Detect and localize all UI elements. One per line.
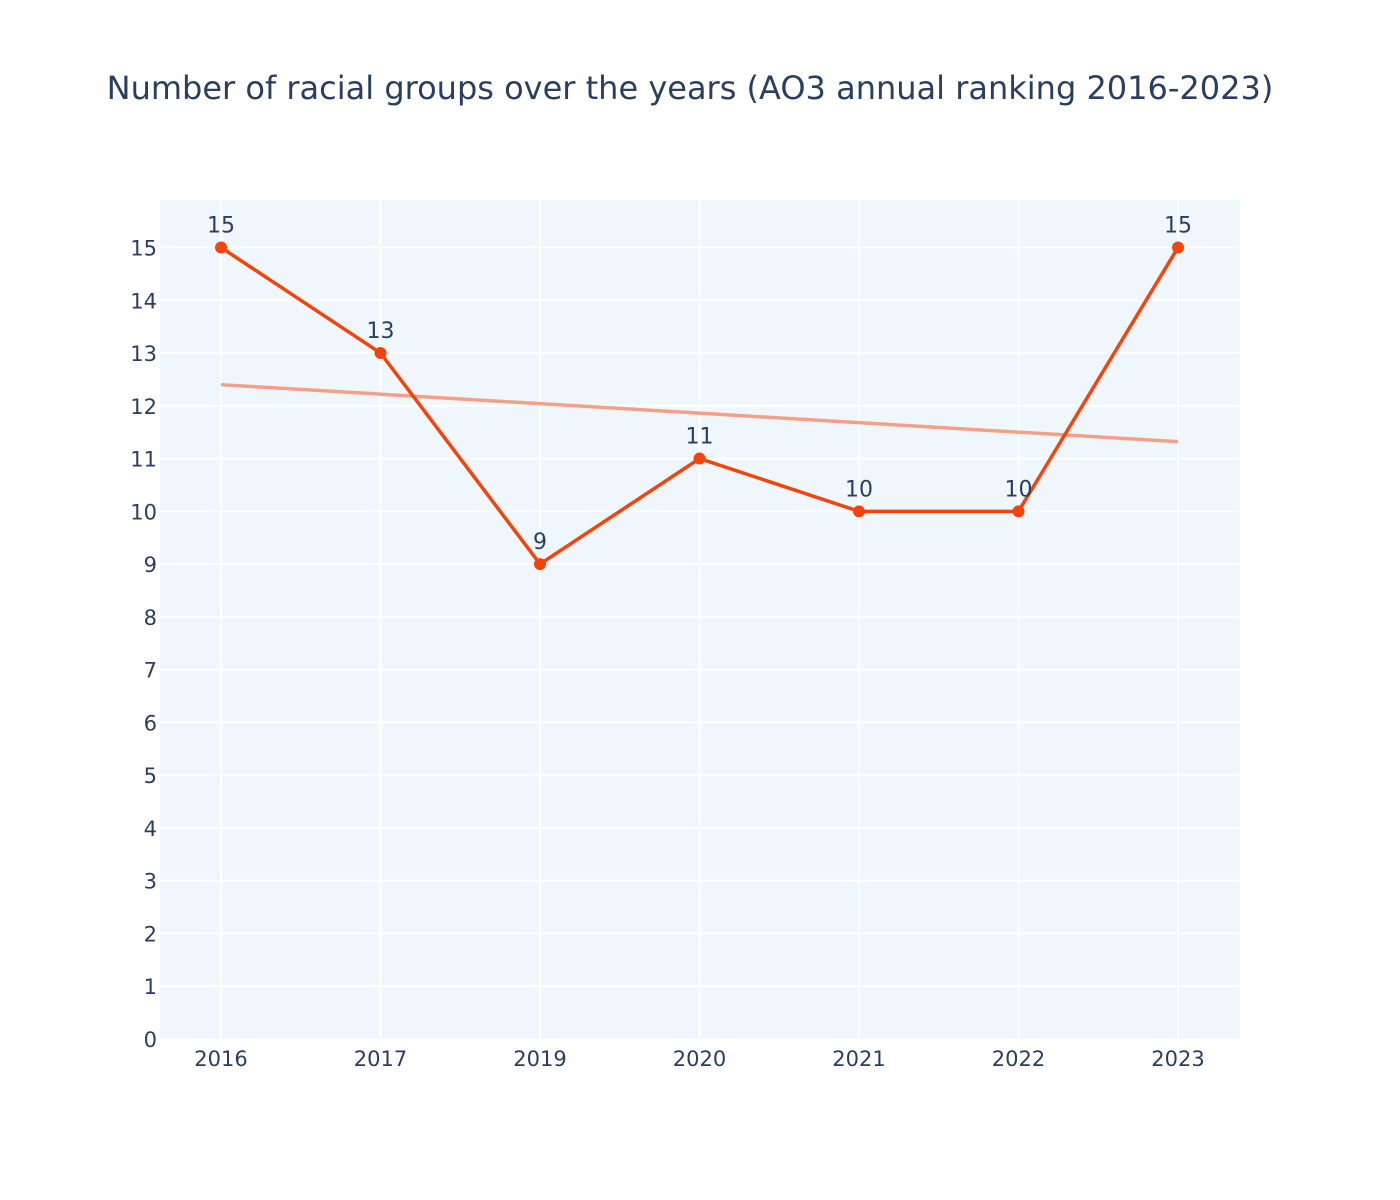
trendline <box>220 382 1179 444</box>
x-tick-label: 2021 <box>832 1047 885 1071</box>
y-tick-label: 5 <box>144 764 157 788</box>
data-label: 10 <box>1005 477 1033 502</box>
x-tick-label: 2023 <box>1151 1047 1204 1071</box>
y-tick-label: 3 <box>144 870 157 894</box>
data-labels: 15 13 9 11 10 10 15 <box>207 213 1192 555</box>
y-tick-label: 13 <box>130 342 157 366</box>
x-tick-label: 2020 <box>673 1047 726 1071</box>
data-label: 15 <box>207 213 235 238</box>
x-axis-ticks: 2016 2017 2019 2020 2021 2022 2023 <box>194 1047 1204 1071</box>
y-tick-label: 6 <box>144 711 157 735</box>
data-point <box>693 452 706 465</box>
y-tick-label: 1 <box>144 975 157 999</box>
x-tick-label: 2017 <box>354 1047 407 1071</box>
y-tick-label: 7 <box>144 659 157 683</box>
data-point <box>1172 241 1184 254</box>
trendline-layer <box>220 382 1179 444</box>
chart-title: Number of racial groups over the years (… <box>106 69 1274 107</box>
data-point <box>374 347 387 360</box>
data-label: 13 <box>367 319 395 344</box>
x-tick-label: 2016 <box>194 1047 247 1071</box>
data-label: 11 <box>686 425 714 450</box>
y-tick-label: 10 <box>130 500 157 524</box>
data-label: 15 <box>1164 213 1192 238</box>
y-tick-label: 12 <box>130 395 157 419</box>
data-point <box>853 505 865 518</box>
y-tick-label: 8 <box>144 606 157 630</box>
data-label: 10 <box>845 477 873 502</box>
gridlines <box>160 200 1240 1039</box>
y-tick-label: 9 <box>144 553 157 577</box>
data-point <box>534 558 546 571</box>
series-layer <box>215 241 1184 571</box>
y-tick-label: 2 <box>144 922 157 946</box>
y-tick-label: 4 <box>144 817 157 841</box>
x-tick-label: 2019 <box>513 1047 566 1071</box>
data-point <box>215 241 227 254</box>
data-label: 9 <box>533 530 547 555</box>
x-tick-label: 2022 <box>992 1047 1045 1071</box>
y-tick-label: 14 <box>130 289 157 313</box>
y-tick-label: 11 <box>130 448 157 472</box>
y-tick-label: 15 <box>130 236 157 260</box>
data-point <box>1012 505 1025 518</box>
y-tick-label: 0 <box>144 1028 157 1052</box>
